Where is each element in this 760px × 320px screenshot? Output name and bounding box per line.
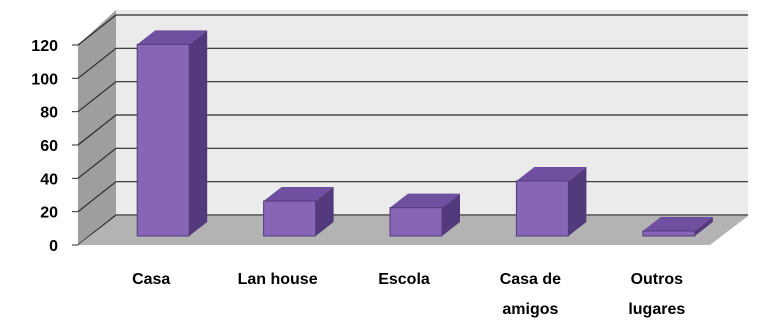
gridline-side-120 xyxy=(77,14,117,46)
bar-side-face xyxy=(315,187,334,236)
x-tick-label-line: Casa xyxy=(132,271,170,288)
y-tick-label: 120 xyxy=(31,38,58,55)
bar-side-face xyxy=(442,193,460,236)
y-tick-label: 60 xyxy=(40,138,58,155)
gridlines xyxy=(77,14,748,246)
bar-2 xyxy=(389,193,460,237)
gridline-side-0 xyxy=(77,214,117,246)
bar-3 xyxy=(515,167,587,237)
gridline-side-100 xyxy=(77,47,117,79)
y-tick-label: 80 xyxy=(40,105,58,122)
bar-0 xyxy=(136,30,208,237)
x-tick-label-line: Escola xyxy=(378,271,430,288)
bar-side-face xyxy=(189,30,208,237)
bar-top-face xyxy=(137,30,208,45)
bar-front-face xyxy=(515,180,569,237)
x-tick-label-line: lugares xyxy=(628,301,685,318)
bar-front-face xyxy=(389,207,443,237)
bar-front-face xyxy=(263,200,317,237)
gridline-side-80 xyxy=(77,81,117,113)
x-tick-label: Casa de amigos xyxy=(500,271,561,318)
back-wall xyxy=(116,10,748,216)
bar-side-face xyxy=(694,217,713,236)
bar-4 xyxy=(642,217,713,237)
x-tick-label: Casa xyxy=(132,271,170,288)
bar-top-face xyxy=(516,167,587,181)
y-tick-label: 40 xyxy=(40,171,58,188)
bars xyxy=(136,30,713,237)
side-wall xyxy=(78,10,116,245)
x-tick-label-line: Lan house xyxy=(238,271,318,288)
bar-front-face xyxy=(136,43,190,237)
bar-side-face xyxy=(568,167,587,236)
bar-front-face xyxy=(642,230,696,237)
bar-top-face xyxy=(263,187,334,201)
x-tick-label-line: Casa de xyxy=(500,271,561,288)
x-tick-label: Lan house xyxy=(238,271,318,288)
bar-top-face xyxy=(642,217,713,231)
x-tick-label: Escola xyxy=(378,271,430,288)
x-axis-labels: Casa Lan house Escola Casa de amigos Outros lu… xyxy=(132,271,685,318)
y-tick-label: 20 xyxy=(40,205,58,222)
y-tick-label: 0 xyxy=(49,238,58,255)
bar-1 xyxy=(263,187,334,237)
y-tick-label: 100 xyxy=(31,71,58,88)
gridline-side-20 xyxy=(77,181,117,213)
x-tick-label: Outros lugares xyxy=(628,271,685,318)
y-axis-ticks: 0 20 40 60 80 100 120 xyxy=(31,38,78,255)
gridline-side-60 xyxy=(77,114,117,146)
bar-top-face xyxy=(390,193,460,208)
x-tick-label-line: amigos xyxy=(502,301,558,318)
gridline-side-40 xyxy=(77,147,117,179)
x-tick-label-line: Outros xyxy=(631,271,684,288)
